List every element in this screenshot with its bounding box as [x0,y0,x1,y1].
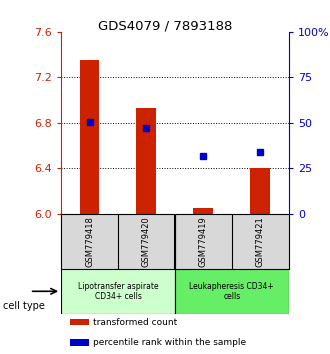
Bar [193,208,213,214]
Bar [137,108,156,214]
Bar [250,169,270,214]
Text: Leukapheresis CD34+
cells: Leukapheresis CD34+ cells [189,281,274,301]
Text: GDS4079 / 7893188: GDS4079 / 7893188 [98,19,232,33]
Text: GSM779421: GSM779421 [256,216,265,267]
Bar [80,60,99,214]
Text: cell type: cell type [3,301,45,311]
Bar [61,269,175,314]
Text: percentile rank within the sample: percentile rank within the sample [93,338,246,347]
Text: GSM779419: GSM779419 [199,216,208,267]
Text: transformed count: transformed count [93,318,177,326]
Bar [70,319,88,325]
Bar [70,339,88,346]
Text: GSM779420: GSM779420 [142,216,151,267]
Text: Lipotransfer aspirate
CD34+ cells: Lipotransfer aspirate CD34+ cells [78,281,158,301]
Bar [175,269,289,314]
Text: GSM779418: GSM779418 [85,216,94,267]
